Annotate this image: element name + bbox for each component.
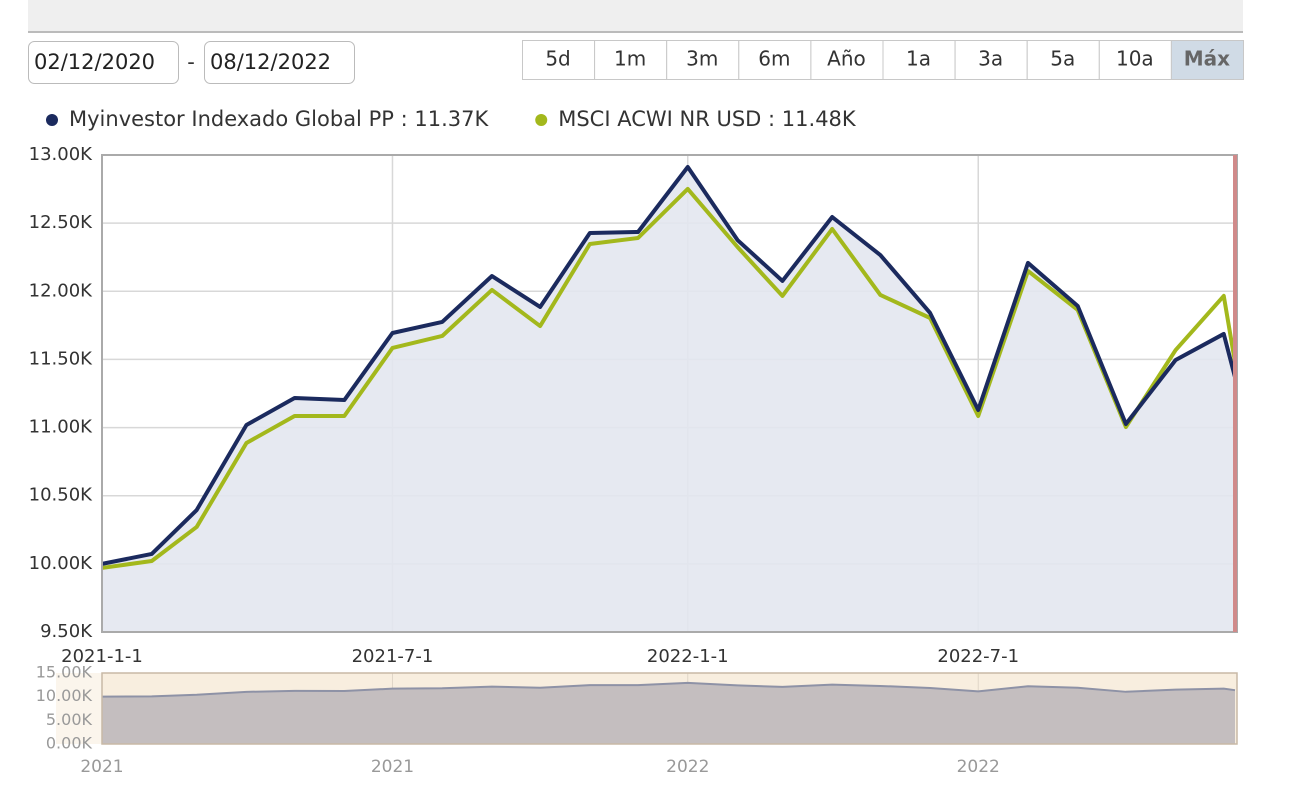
- navigator: 0.00K 5.00K 10.00K 15.00K 2021 2021 2022 2022: [36, 663, 1238, 777]
- x-tick-label: 2022-1-1: [647, 646, 729, 667]
- x-tick-label: 2022-7-1: [937, 646, 1019, 667]
- range-buttons: 5d 1m 3m 6m Año 1a 3a 5a 10a Máx: [522, 40, 1245, 80]
- range-label: 5d: [545, 47, 570, 71]
- range-button[interactable]: [810, 40, 884, 80]
- area: [102, 166, 1235, 632]
- range-label: 3a: [978, 47, 1003, 71]
- range-button[interactable]: [882, 40, 956, 80]
- navigator-x-label: 2022: [957, 757, 1000, 777]
- range-button[interactable]: [522, 40, 596, 80]
- navigator-area: [102, 682, 1235, 744]
- range-button[interactable]: [1170, 40, 1245, 80]
- date-to-input[interactable]: [204, 41, 355, 84]
- y-tick-label: 12.50K: [29, 212, 94, 233]
- y-tick-label: 13.00K: [29, 144, 94, 165]
- legend-entry: MSCI ACWI NR USD : 11.48K: [558, 107, 857, 131]
- main-chart: 9.50K 10.00K 10.50K 11.00K 11.50K 12.00K 12.50…: [29, 144, 1238, 667]
- top-band: [28, 0, 1243, 32]
- legend-separator: :: [394, 107, 414, 131]
- date-to: 08/12/2022: [210, 50, 331, 74]
- date-from: 02/12/2020: [34, 50, 155, 74]
- date-separator: -: [187, 50, 195, 74]
- range-label: Máx: [1184, 47, 1230, 71]
- legend-separator: :: [761, 107, 781, 131]
- navigator-handle: [56, 673, 102, 744]
- range-button[interactable]: [594, 40, 668, 80]
- y-tick-label: 12.00K: [29, 280, 94, 301]
- series-line: [101, 164, 1237, 566]
- y-tick-label: 11.50K: [29, 348, 94, 369]
- legend-value: 11.37K: [414, 107, 489, 131]
- navigator-y-label: 15.00K: [36, 663, 93, 682]
- y-tick-label: 11.00K: [29, 417, 94, 438]
- legend: Myinvestor Indexado Global PP : 11.37K MS…: [46, 107, 857, 131]
- navigator-x-label: 2021: [80, 757, 123, 777]
- range-label: 6m: [758, 47, 790, 71]
- range-button[interactable]: [666, 40, 740, 80]
- legend-name: Myinvestor Indexado Global PP: [69, 107, 394, 131]
- y-tick-label: 10.00K: [29, 553, 94, 574]
- navigator-line: [101, 681, 1236, 698]
- range-label: 1a: [906, 47, 931, 71]
- navigator-x-label: 2021: [371, 757, 414, 777]
- legend-marker: [535, 114, 548, 126]
- x-tick-label: 2021-1-1: [61, 646, 143, 667]
- navigator-y-label: 10.00K: [36, 686, 93, 705]
- range-label: Año: [827, 47, 866, 71]
- range-label: 10a: [1116, 47, 1154, 71]
- legend-entry: Myinvestor Indexado Global PP : 11.37K: [69, 107, 489, 131]
- legend-name: MSCI ACWI NR USD: [558, 107, 761, 131]
- range-button[interactable]: [1098, 40, 1172, 80]
- range-label: 5a: [1050, 47, 1075, 71]
- navigator-y-label: 5.00K: [46, 710, 93, 729]
- navigator-y-label: 0.00K: [46, 734, 93, 753]
- y-tick-label: 10.50K: [29, 485, 94, 506]
- navigator-border: [101, 672, 1238, 745]
- range-label: 3m: [686, 47, 718, 71]
- date-from-input[interactable]: [28, 41, 179, 84]
- y-tick-label: 9.50K: [40, 621, 93, 642]
- range-button[interactable]: [738, 40, 812, 80]
- legend-value: 11.48K: [782, 107, 857, 131]
- navigator-x-label: 2022: [666, 757, 709, 777]
- legend-marker: [46, 114, 58, 126]
- range-label: 1m: [614, 47, 646, 71]
- x-tick-label: 2021-7-1: [352, 646, 434, 667]
